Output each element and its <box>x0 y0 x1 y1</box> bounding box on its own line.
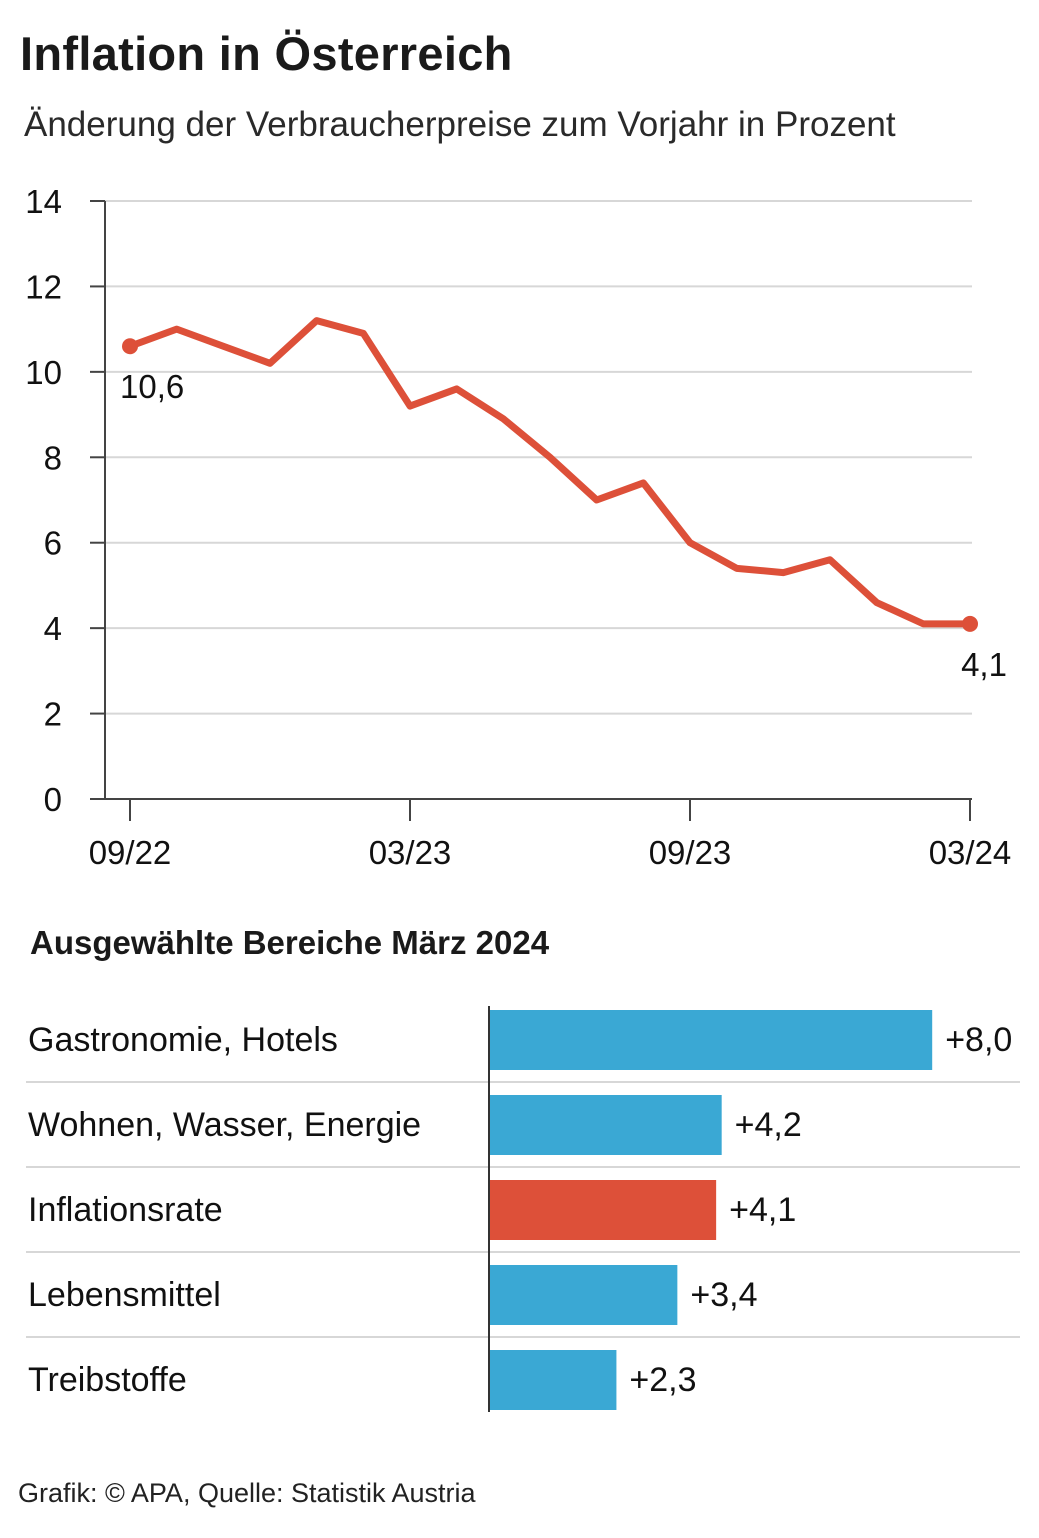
category-label: Wohnen, Wasser, Energie <box>28 1106 421 1144</box>
y-tick-label: 12 <box>25 268 62 305</box>
bar-value-label: +8,0 <box>945 1021 1012 1059</box>
bar <box>489 1350 617 1410</box>
y-tick-label: 4 <box>44 610 62 647</box>
data-point <box>122 338 138 355</box>
line-chart: 0 2 4 6 8 10 12 14 09/22 03/23 09/23 03/24 10,6 4,1 <box>25 183 1012 871</box>
x-tick-label: 09/23 <box>649 834 732 871</box>
y-tick-label: 14 <box>25 183 62 220</box>
category-label: Gastronomie, Hotels <box>28 1021 338 1059</box>
source-credit: Grafik: © APA, Quelle: Statistik Austria <box>18 1478 476 1508</box>
x-tick-label: 09/22 <box>89 834 172 871</box>
bar-value-label: +4,2 <box>735 1106 802 1144</box>
y-tick-label: 6 <box>44 525 62 562</box>
data-label: 4,1 <box>961 646 1007 683</box>
category-label: Lebensmittel <box>28 1276 221 1314</box>
bar-chart: Gastronomie, Hotels +8,0 Wohnen, Wasser, E… <box>26 1006 1020 1412</box>
data-label: 10,6 <box>120 368 184 405</box>
x-tick-label: 03/23 <box>369 834 452 871</box>
category-label: Inflationsrate <box>28 1191 223 1229</box>
y-tick-label: 10 <box>25 354 62 391</box>
category-label: Treibstoffe <box>28 1361 187 1399</box>
x-tick-label: 03/24 <box>929 834 1012 871</box>
inflation-series-line <box>126 317 974 628</box>
bar <box>489 1180 717 1240</box>
bar <box>489 1095 722 1155</box>
chart-subtitle: Änderung der Verbraucherpreise zum Vorja… <box>24 105 896 144</box>
data-point <box>962 615 978 632</box>
y-tick-label: 0 <box>44 781 62 818</box>
bar-value-label: +2,3 <box>629 1361 696 1399</box>
bar-value-label: +4,1 <box>729 1191 796 1229</box>
bar-chart-title: Ausgewählte Bereiche März 2024 <box>30 924 550 961</box>
chart-title: Inflation in Österreich <box>20 27 513 80</box>
bar <box>489 1010 933 1070</box>
bar <box>489 1265 678 1325</box>
y-tick-label: 8 <box>44 439 62 476</box>
y-tick-label: 2 <box>44 696 62 733</box>
bar-value-label: +3,4 <box>690 1276 757 1314</box>
